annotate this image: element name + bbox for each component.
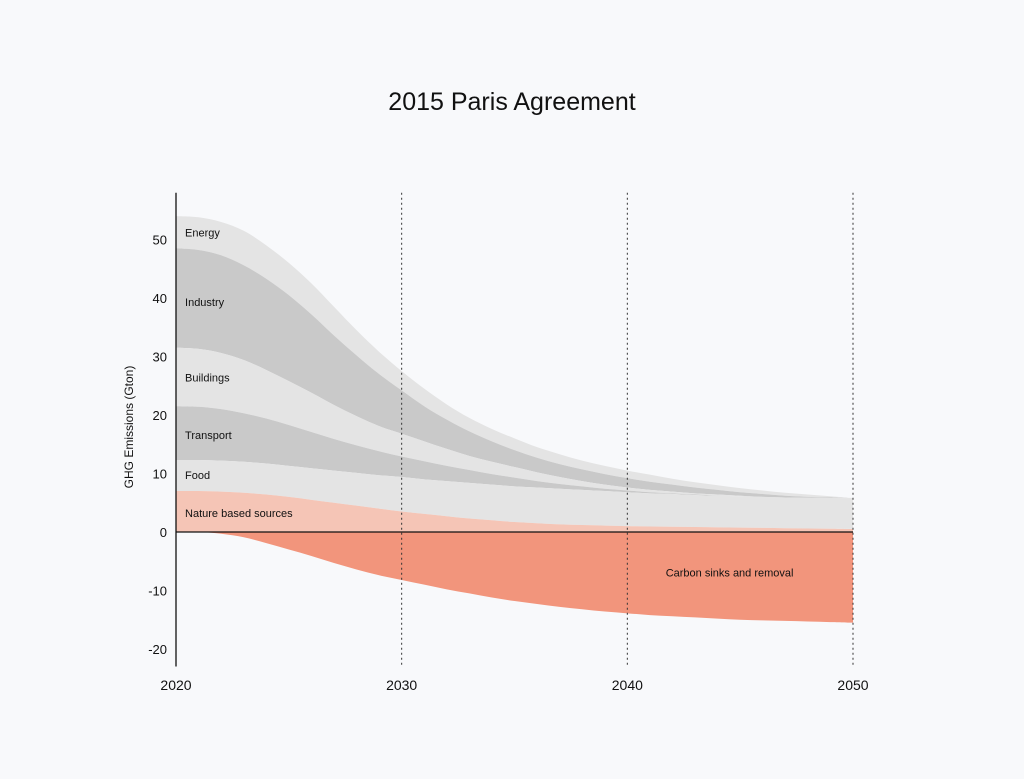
x-tick-label: 2030	[386, 677, 417, 693]
y-tick-label: -10	[148, 584, 167, 599]
area-nature-based-sources	[176, 491, 853, 532]
x-tick-label: 2020	[160, 677, 191, 693]
y-tick-label: 30	[153, 350, 167, 365]
tick-labels: 50 40 30 20 10 0 -10 -20 2020 2030 2040 2050	[148, 233, 869, 694]
x-tick-label: 2040	[612, 677, 643, 693]
y-tick-label: 0	[160, 525, 167, 540]
y-tick-label: -20	[148, 642, 167, 657]
axes	[175, 192, 853, 667]
area-food	[176, 460, 853, 530]
series-label: Energy	[185, 228, 220, 240]
series-label: Food	[185, 470, 210, 482]
area-buildings	[176, 347, 853, 499]
area-transport	[176, 406, 853, 499]
area-industry	[176, 248, 853, 499]
series-label: Buildings	[185, 373, 230, 385]
series-label: Transport	[185, 430, 232, 442]
y-tick-label: 40	[153, 291, 167, 306]
vertical-gridlines	[401, 192, 854, 667]
series-label: Nature based sources	[185, 508, 293, 520]
series-label: Industry	[185, 297, 225, 309]
chart-title: 2015 Paris Agreement	[388, 88, 635, 116]
area-energy	[176, 216, 853, 499]
y-tick-label: 10	[153, 467, 167, 482]
y-tick-label: 50	[153, 233, 167, 248]
x-tick-label: 2050	[837, 677, 868, 693]
area-series-group	[176, 216, 853, 623]
series-labels: Energy Industry Buildings Transport Food Natu…	[185, 228, 793, 580]
series-label: Carbon sinks and removal	[666, 567, 794, 579]
area-carbon-sinks-and-removal	[176, 531, 853, 623]
y-tick-label: 20	[153, 408, 167, 423]
y-axis-label: GHG Emissions (Gton)	[122, 366, 136, 489]
